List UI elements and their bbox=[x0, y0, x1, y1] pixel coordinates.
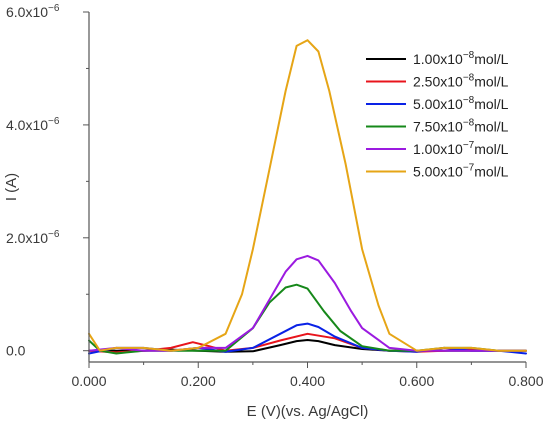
series-line-4 bbox=[88, 283, 527, 355]
series-line-6 bbox=[88, 39, 527, 352]
legend-label: 1.00x10−8mol/L bbox=[413, 50, 509, 67]
x-tick-label: 0.800 bbox=[508, 373, 543, 389]
legend-label: 1.00x10−7mol/L bbox=[413, 140, 509, 157]
y-tick-label: 4.0x10−6 bbox=[6, 116, 60, 133]
y-axis-title: I (A) bbox=[3, 173, 20, 201]
x-axis-title: E (V)(vs. Ag/AgCl) bbox=[247, 403, 369, 420]
legend-label: 7.50x10−8mol/L bbox=[413, 118, 509, 135]
x-tick-label: 0.600 bbox=[399, 373, 434, 389]
x-ticks: 0.000 0.200 0.400 0.600 0.800 bbox=[71, 362, 544, 389]
x-tick-label: 0.200 bbox=[181, 373, 216, 389]
x-tick-label: 0.400 bbox=[290, 373, 325, 389]
x-tick-label: 0.000 bbox=[71, 373, 106, 389]
plot-area: 0.000 0.200 0.400 0.600 0.800 0.0 2.0x10−6 4.0… bbox=[6, 3, 544, 389]
legend-label: 5.00x10−7mol/L bbox=[413, 163, 509, 180]
legend-label: 5.00x10−8mol/L bbox=[413, 95, 509, 112]
legend: 1.00x10−8mol/L 2.50x10−8mol/L 5.00x10−8mol… bbox=[366, 50, 509, 180]
legend-label: 2.50x10−8mol/L bbox=[413, 73, 509, 90]
y-tick-label: 0.0 bbox=[6, 343, 26, 359]
y-tick-label: 6.0x10−6 bbox=[6, 3, 60, 20]
y-tick-label: 2.0x10−6 bbox=[6, 229, 60, 246]
y-ticks: 0.0 2.0x10−6 4.0x10−6 6.0x10−6 bbox=[6, 3, 89, 359]
series-lines bbox=[88, 39, 527, 355]
series-line-5 bbox=[88, 254, 527, 352]
